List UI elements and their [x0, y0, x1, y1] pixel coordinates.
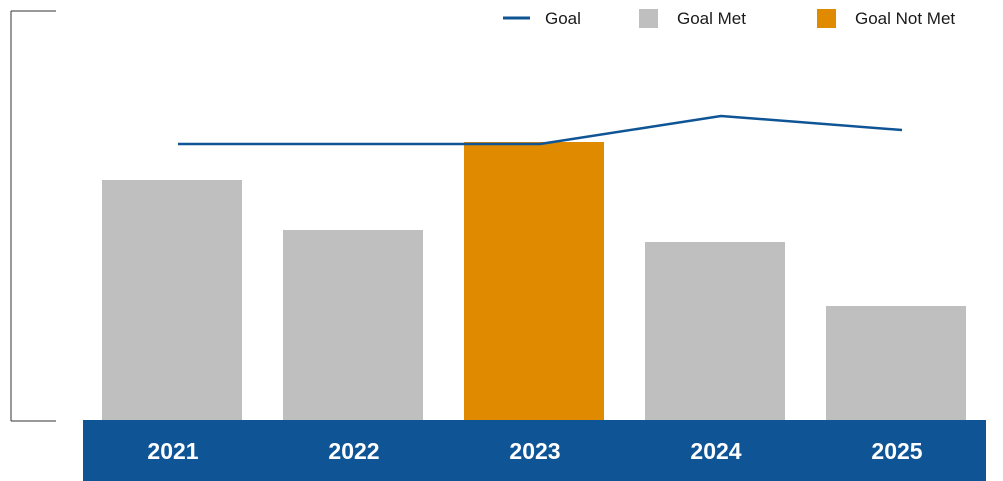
legend: Goal Goal Met Goal Not Met	[503, 9, 955, 28]
bar-2021	[102, 180, 242, 420]
legend-goal-not-met-label: Goal Not Met	[855, 9, 955, 28]
bar-2023	[464, 142, 604, 420]
category-label-2024: 2024	[690, 438, 741, 464]
legend-goal-not-met-swatch	[817, 9, 836, 28]
category-band	[83, 420, 986, 481]
goal-line	[178, 114, 903, 146]
legend-goal-met-swatch	[639, 9, 658, 28]
bar-2024	[645, 242, 785, 420]
legend-goal-met-label: Goal Met	[677, 9, 746, 28]
bar-2022	[283, 230, 423, 420]
legend-goal-label: Goal	[545, 9, 581, 28]
category-labels: 2021 2022 2023 2024 2025	[147, 438, 922, 464]
category-label-2023: 2023	[509, 438, 560, 464]
category-label-2021: 2021	[147, 438, 198, 464]
category-label-2022: 2022	[328, 438, 379, 464]
category-label-2025: 2025	[871, 438, 922, 464]
bars-group	[102, 142, 966, 420]
bar-2025	[826, 306, 966, 420]
